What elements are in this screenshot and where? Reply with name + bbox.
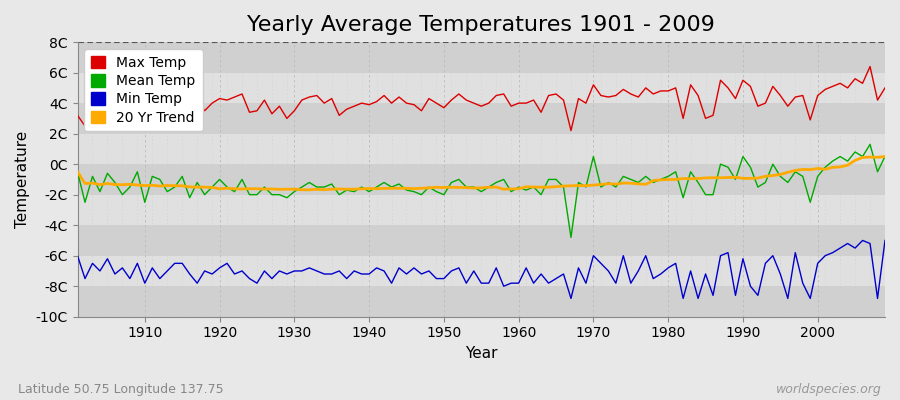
Legend: Max Temp, Mean Temp, Min Temp, 20 Yr Trend: Max Temp, Mean Temp, Min Temp, 20 Yr Tre… xyxy=(85,49,202,132)
Bar xyxy=(77,286,885,317)
Bar xyxy=(77,256,885,286)
Bar xyxy=(77,103,885,134)
Text: worldspecies.org: worldspecies.org xyxy=(776,383,882,396)
Bar xyxy=(77,73,885,103)
Y-axis label: Temperature: Temperature xyxy=(15,131,30,228)
Bar xyxy=(77,225,885,256)
Bar xyxy=(77,164,885,195)
X-axis label: Year: Year xyxy=(465,346,498,361)
Bar xyxy=(77,134,885,164)
Bar xyxy=(77,42,885,73)
Title: Yearly Average Temperatures 1901 - 2009: Yearly Average Temperatures 1901 - 2009 xyxy=(248,15,716,35)
Text: Latitude 50.75 Longitude 137.75: Latitude 50.75 Longitude 137.75 xyxy=(18,383,223,396)
Bar xyxy=(77,195,885,225)
